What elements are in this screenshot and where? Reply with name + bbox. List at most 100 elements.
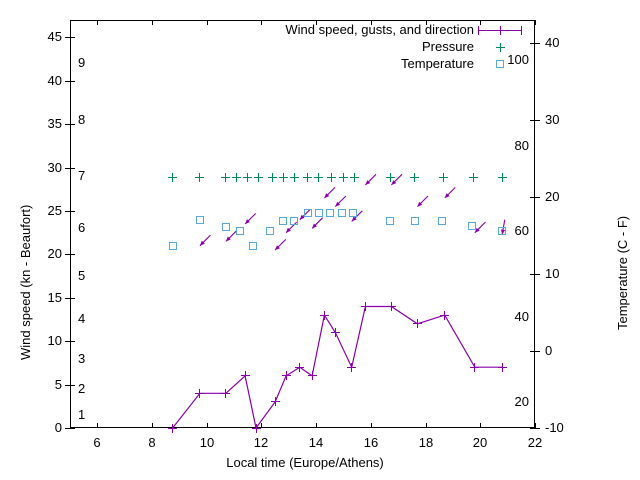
plot-frame bbox=[70, 20, 535, 428]
pressure-point bbox=[243, 173, 253, 183]
pressure-point bbox=[410, 173, 420, 183]
wind-speed-point bbox=[251, 423, 261, 433]
y-tick-label-45: 45 bbox=[47, 29, 62, 44]
y2-tick-right-in bbox=[530, 274, 535, 275]
pressure-point bbox=[339, 173, 349, 183]
legend-entry-wind[interactable]: Wind speed, gusts, and direction bbox=[230, 22, 522, 39]
pressure-point bbox=[221, 173, 231, 183]
temperature-point bbox=[314, 208, 323, 217]
x-axis-left-cap bbox=[65, 428, 70, 429]
temperature-point bbox=[195, 215, 204, 224]
pressure-point bbox=[314, 173, 324, 183]
wind-speed-point bbox=[240, 371, 250, 381]
pressure-point bbox=[254, 173, 264, 183]
y-tick-left-in bbox=[70, 428, 75, 429]
pressure-point bbox=[278, 173, 288, 183]
pressure-point bbox=[195, 173, 205, 183]
y-tick-label-15: 15 bbox=[47, 290, 62, 305]
y2-tick-right bbox=[535, 428, 540, 429]
legend-entry-temperature[interactable]: Temperature bbox=[230, 56, 522, 73]
beaufort-label-4: 4 bbox=[78, 311, 86, 326]
x-tick-label-20: 20 bbox=[472, 435, 488, 450]
x-tick-top bbox=[207, 20, 208, 25]
wind-speed-point bbox=[168, 423, 178, 433]
wind-speed-point bbox=[281, 371, 291, 381]
pressure-point bbox=[468, 173, 478, 183]
wind-direction-arrow-icon bbox=[199, 234, 211, 247]
temperature-point bbox=[438, 216, 446, 225]
x-tick-bottom bbox=[316, 423, 317, 428]
y2-tick-right bbox=[535, 120, 540, 121]
x-tick-top bbox=[97, 20, 98, 25]
temperature-point bbox=[410, 216, 419, 225]
plus-key-icon bbox=[496, 43, 505, 52]
wind-speed-point bbox=[347, 362, 357, 372]
temperature-point bbox=[303, 208, 312, 217]
temperature-point bbox=[168, 241, 177, 250]
x-tick-top bbox=[261, 20, 262, 25]
y-tick-label-40: 40 bbox=[47, 73, 62, 88]
wind-direction-arrow-icon bbox=[334, 195, 347, 207]
y-tick-label-25: 25 bbox=[47, 203, 62, 218]
x-tick-label-10: 10 bbox=[199, 435, 215, 450]
temperature-point bbox=[468, 221, 477, 230]
x-axis-title: Local time (Europe/Athens) bbox=[226, 455, 384, 470]
y2-tick-label-c-10: 10 bbox=[545, 266, 560, 281]
pressure-point bbox=[326, 173, 336, 183]
y-tick-left-in bbox=[70, 341, 75, 342]
wind-direction-arrow-icon bbox=[244, 213, 257, 225]
x-tick-label-6: 6 bbox=[93, 435, 101, 450]
beaufort-label-9: 9 bbox=[78, 55, 86, 70]
beaufort-label-1: 1 bbox=[78, 407, 86, 422]
wind-direction-arrow-icon bbox=[225, 230, 237, 242]
x-tick-top bbox=[316, 20, 317, 25]
wind-direction-arrow-icon bbox=[444, 187, 456, 199]
beaufort-label-6: 6 bbox=[78, 220, 86, 235]
wind-direction-arrow-icon bbox=[474, 221, 486, 234]
wind-speed-point bbox=[330, 328, 340, 337]
x-tick-bottom bbox=[371, 423, 372, 428]
beaufort-label-5: 5 bbox=[78, 268, 86, 283]
y2-tick-label-f-60: 60 bbox=[514, 223, 529, 238]
x-tick-top bbox=[152, 20, 153, 25]
y-tick-left-in bbox=[70, 254, 75, 255]
y2-tick-right-in bbox=[530, 428, 535, 429]
y2-tick-label-c-20: 20 bbox=[545, 189, 560, 204]
square-key-icon bbox=[496, 60, 504, 68]
beaufort-label-2: 2 bbox=[78, 381, 86, 396]
y2-tick-right-in bbox=[530, 197, 535, 198]
temperature-point bbox=[221, 222, 230, 231]
x-tick-top bbox=[426, 20, 427, 25]
temperature-point bbox=[290, 216, 299, 225]
y-tick-left bbox=[65, 298, 70, 299]
y-tick-left-in bbox=[70, 385, 75, 386]
x-tick-label-14: 14 bbox=[308, 435, 324, 450]
pressure-point bbox=[497, 173, 507, 183]
temperature-point bbox=[498, 226, 507, 235]
pressure-point bbox=[349, 173, 359, 183]
y-tick-left bbox=[65, 37, 70, 38]
pressure-point bbox=[289, 173, 299, 183]
wind-direction-arrow-icon bbox=[299, 208, 311, 221]
legend-entry-pressure[interactable]: Pressure bbox=[230, 39, 522, 56]
wind-speed-line bbox=[172, 305, 503, 430]
y-tick-left-in bbox=[70, 81, 75, 82]
temperature-point bbox=[338, 208, 347, 217]
y2-tick-right bbox=[535, 197, 540, 198]
y-tick-label-30: 30 bbox=[47, 160, 62, 175]
temperature-point bbox=[279, 216, 288, 225]
wind-direction-arrow-icon bbox=[274, 239, 287, 251]
y2-tick-label-c-30: 30 bbox=[545, 112, 560, 127]
x-tick-label-22: 22 bbox=[527, 435, 543, 450]
legend-label-wind: Wind speed, gusts, and direction bbox=[285, 22, 474, 37]
wind-speed-point bbox=[497, 362, 507, 372]
y-tick-label-20: 20 bbox=[47, 246, 62, 261]
y-tick-left-in bbox=[70, 211, 75, 212]
y-tick-label-5: 5 bbox=[54, 377, 62, 392]
y-tick-left bbox=[65, 124, 70, 125]
x-tick-label-8: 8 bbox=[148, 435, 156, 450]
wind-speed-point bbox=[319, 310, 329, 320]
y2-tick-right-in bbox=[530, 351, 535, 352]
x-tick-top bbox=[480, 20, 481, 25]
